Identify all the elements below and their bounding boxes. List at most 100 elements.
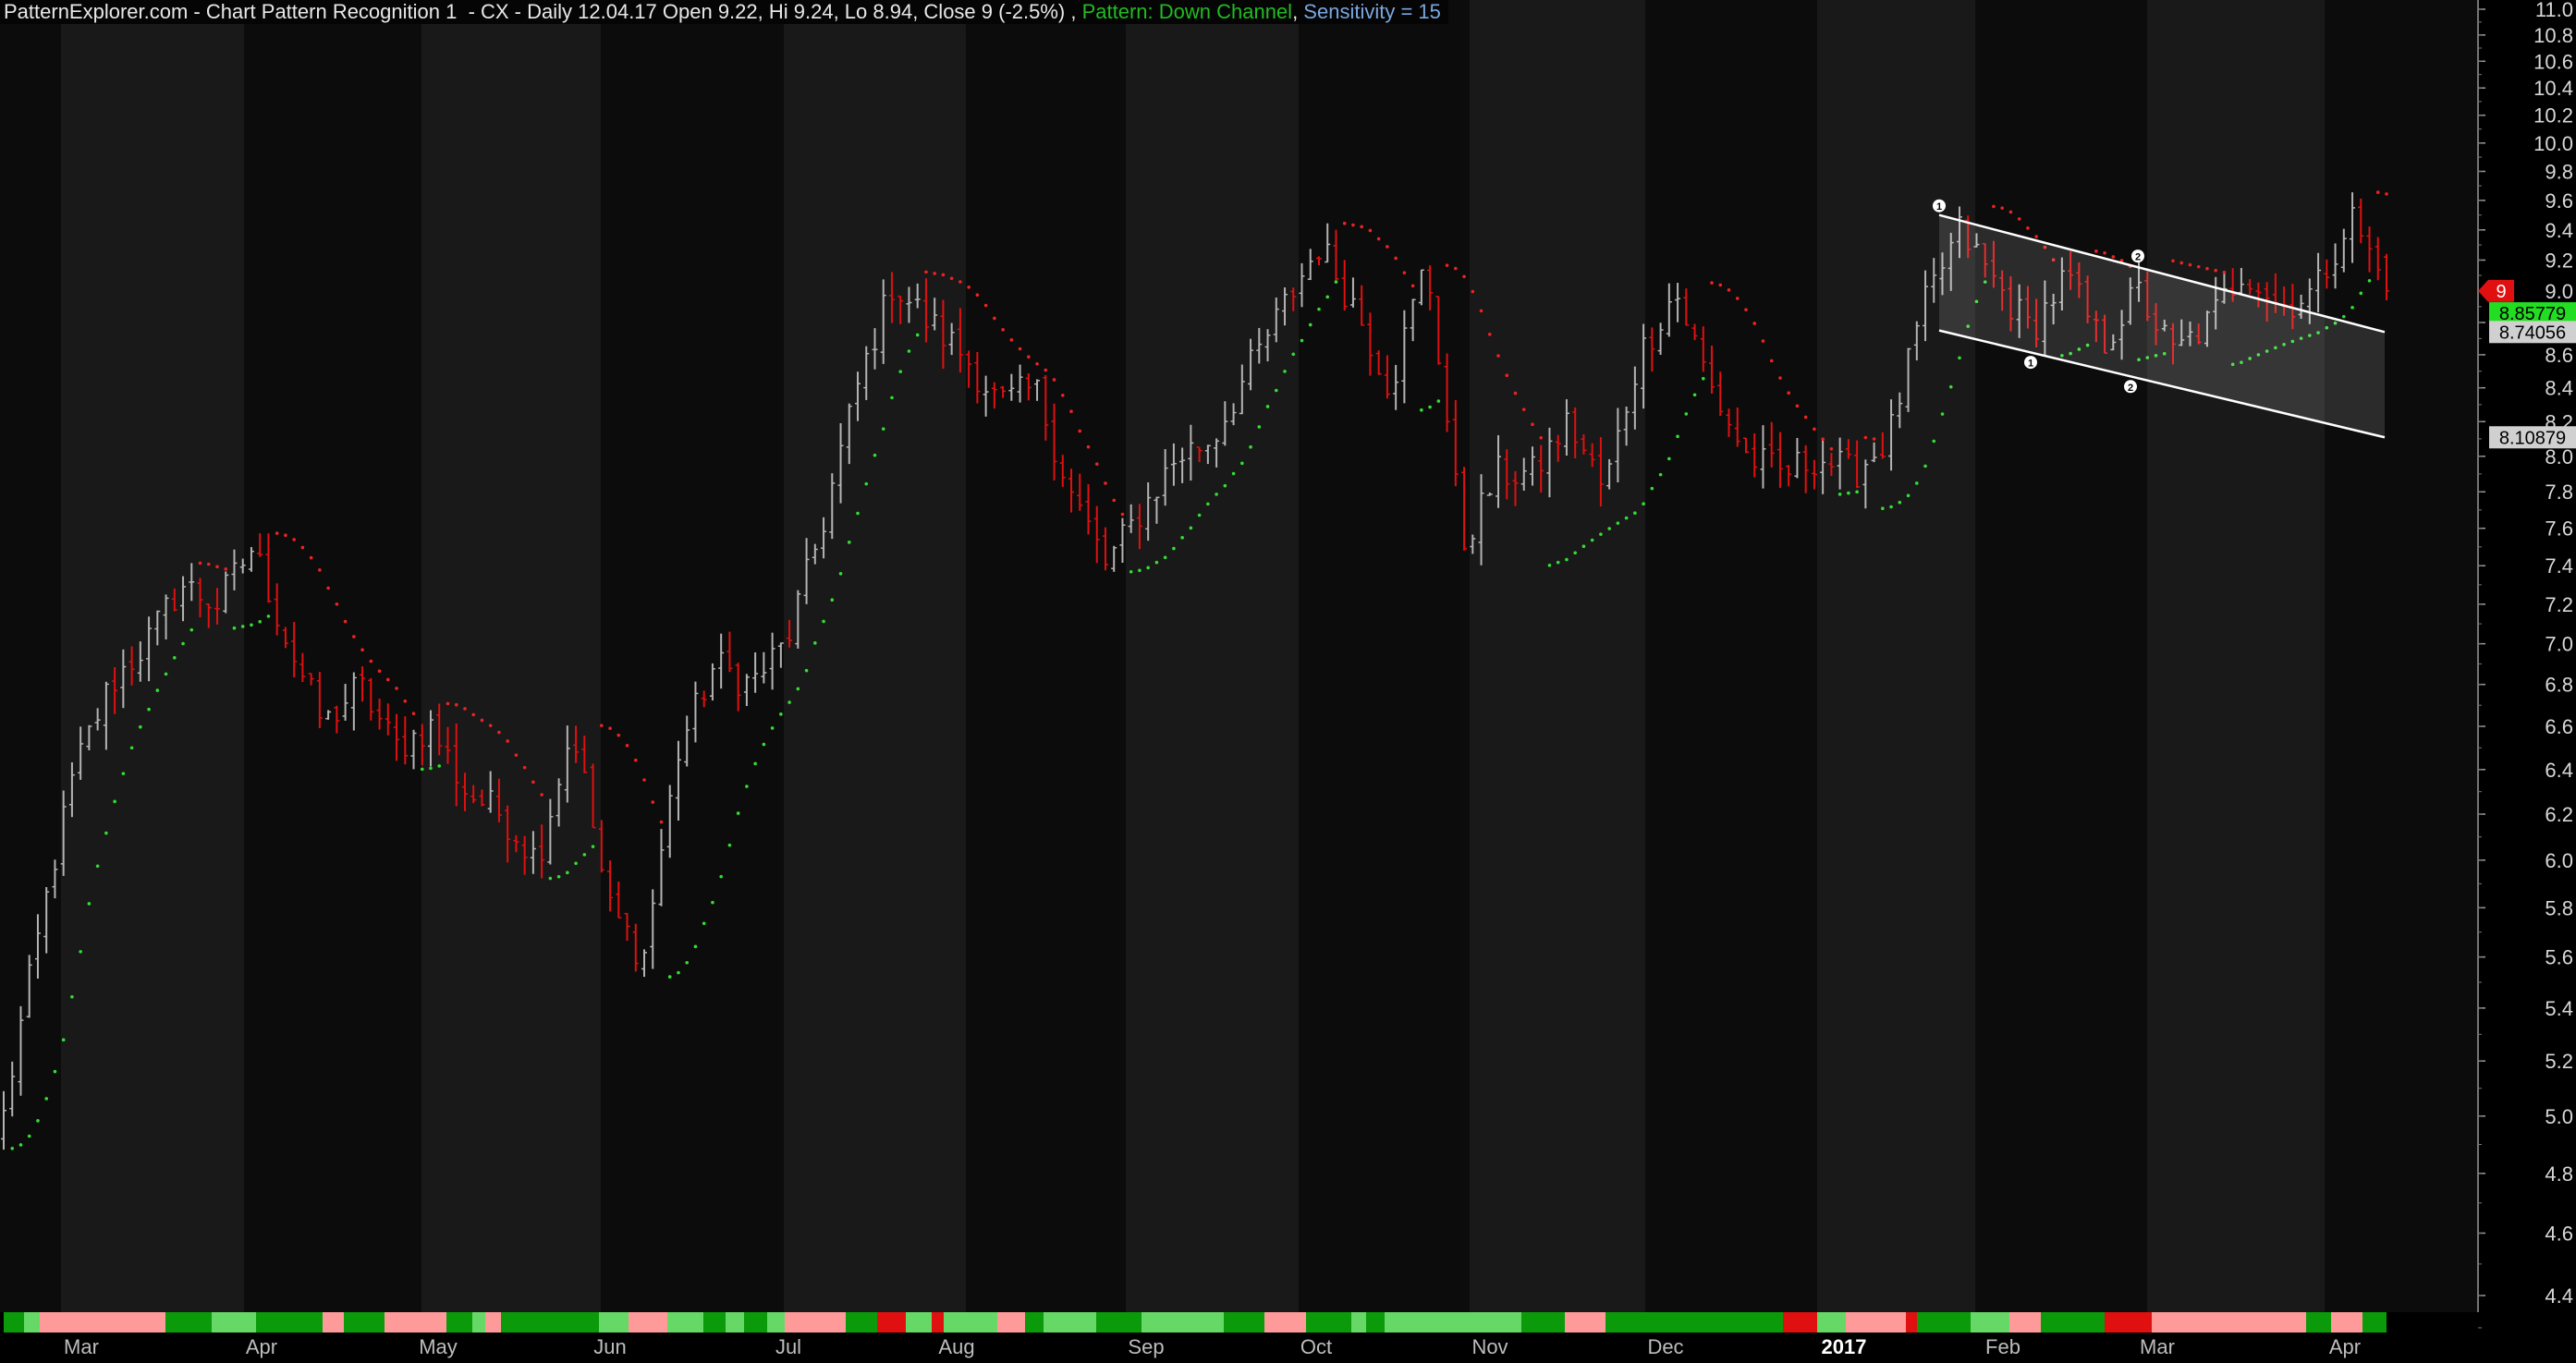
sar-dot <box>556 874 561 879</box>
sar-dot <box>1521 408 1526 411</box>
y-tick-label: 7.8 <box>2545 481 2573 504</box>
sar-dot <box>1351 223 1355 227</box>
y-tick-label: 6.8 <box>2545 674 2573 697</box>
sar-dot <box>1120 512 1125 517</box>
signal-strip-segment <box>997 1312 1025 1333</box>
signal-strip-segment <box>1739 1312 1783 1333</box>
y-tick-label: 5.6 <box>2545 946 2573 969</box>
x-tick-label: 2017 <box>1822 1335 1867 1358</box>
y-tick-label: 8.4 <box>2545 377 2573 400</box>
sar-dot <box>18 1143 23 1147</box>
signal-strip-segment <box>485 1312 501 1333</box>
sar-dot <box>762 742 766 747</box>
sar-dot <box>70 995 74 999</box>
sar-dot <box>240 625 245 628</box>
sar-dot <box>411 712 416 716</box>
sar-dot <box>1240 461 1244 466</box>
sar-dot <box>1847 491 1850 495</box>
sar-dot <box>181 641 185 646</box>
sar-dot <box>61 1038 66 1042</box>
sar-dot <box>1394 256 1398 261</box>
sar-dot <box>1334 280 1338 284</box>
y-tick-label: 5.0 <box>2545 1105 2573 1128</box>
x-tick-label: Nov <box>1471 1335 1508 1358</box>
pattern-label: Pattern: Down Channel <box>1081 0 1293 23</box>
signal-strip-segment <box>1072 1312 1096 1333</box>
sar-dot <box>292 538 296 542</box>
sar-dot <box>677 970 680 975</box>
sar-dot <box>2341 314 2346 319</box>
signal-strip-segment <box>1956 1312 1971 1333</box>
sar-dot <box>804 668 809 673</box>
sar-dot <box>1060 394 1065 397</box>
sar-dot <box>2308 334 2312 337</box>
sar-dot <box>429 766 433 771</box>
signal-strip-segment <box>1494 1312 1521 1333</box>
sar-dot <box>2077 347 2082 351</box>
sar-dot <box>1940 412 1945 416</box>
chart-title-main: PatternExplorer.com - Chart Pattern Reco… <box>4 0 1082 23</box>
title-separator: , <box>1292 0 1304 23</box>
y-tick-label: 6.0 <box>2545 849 2573 872</box>
signal-strip-segment <box>1141 1312 1173 1333</box>
sar-dot <box>1325 295 1330 299</box>
sar-dot <box>1701 376 1705 381</box>
signal-strip-segment <box>1398 1312 1410 1333</box>
sar-dot <box>1420 408 1423 412</box>
signal-strip-segment <box>24 1312 40 1333</box>
sar-dot <box>1154 560 1159 565</box>
sar-dot <box>1958 356 1961 360</box>
signal-strip-segment <box>932 1312 944 1333</box>
sar-dot <box>360 648 364 651</box>
sar-dot <box>787 700 791 704</box>
y-tick-label: 5.2 <box>2545 1050 2573 1073</box>
y-tick-label: 5.8 <box>2545 896 2573 919</box>
sar-dot <box>1821 437 1825 442</box>
month-band <box>1299 0 1470 1312</box>
signal-strip-segment <box>1917 1312 1956 1333</box>
sar-dot <box>1837 493 1842 496</box>
sar-dot <box>1410 284 1415 288</box>
sar-dot <box>2051 258 2056 262</box>
y-tick-label: 9.0 <box>2545 280 2573 303</box>
sar-dot <box>155 688 160 692</box>
sar-dot <box>2214 268 2217 273</box>
signal-strip-segment <box>1096 1312 1141 1333</box>
signal-strip-segment <box>785 1312 813 1333</box>
sar-dot <box>1718 283 1723 287</box>
signal-strip-segment <box>69 1312 102 1333</box>
month-band <box>601 0 784 1312</box>
sar-dot <box>377 669 382 674</box>
sar-dot <box>2094 249 2098 253</box>
sar-dot <box>2230 362 2235 367</box>
sar-dot <box>2265 349 2269 353</box>
sar-dot <box>1932 439 1936 444</box>
sar-dot <box>2375 190 2380 194</box>
sar-dot <box>1923 464 1927 469</box>
sar-dot <box>1206 502 1210 506</box>
signal-strip-segment <box>256 1312 287 1333</box>
signal-strip-segment <box>1385 1312 1398 1333</box>
sar-dot <box>1547 563 1552 567</box>
sar-dot <box>949 276 954 281</box>
sar-dot <box>941 273 946 277</box>
signal-strip-segment <box>414 1312 446 1333</box>
sar-dot <box>1496 354 1500 358</box>
y-tick-label: 9.4 <box>2545 219 2573 242</box>
sar-dot <box>1462 274 1466 279</box>
sar-dot <box>1624 516 1629 520</box>
sar-dot <box>1146 566 1150 570</box>
sar-dot <box>1744 308 1748 311</box>
sar-dot <box>1633 511 1637 516</box>
sar-dot <box>10 1147 15 1150</box>
month-band <box>1126 0 1299 1312</box>
channel-lower-line <box>1938 329 2386 439</box>
sar-dot <box>933 272 936 275</box>
y-tick-label: 7.2 <box>2545 593 2573 616</box>
sar-dot <box>318 568 322 572</box>
sar-dot <box>540 793 543 797</box>
sar-dot <box>2274 346 2277 350</box>
pivot-marker <box>2131 249 2144 263</box>
sar-dot <box>87 902 92 906</box>
